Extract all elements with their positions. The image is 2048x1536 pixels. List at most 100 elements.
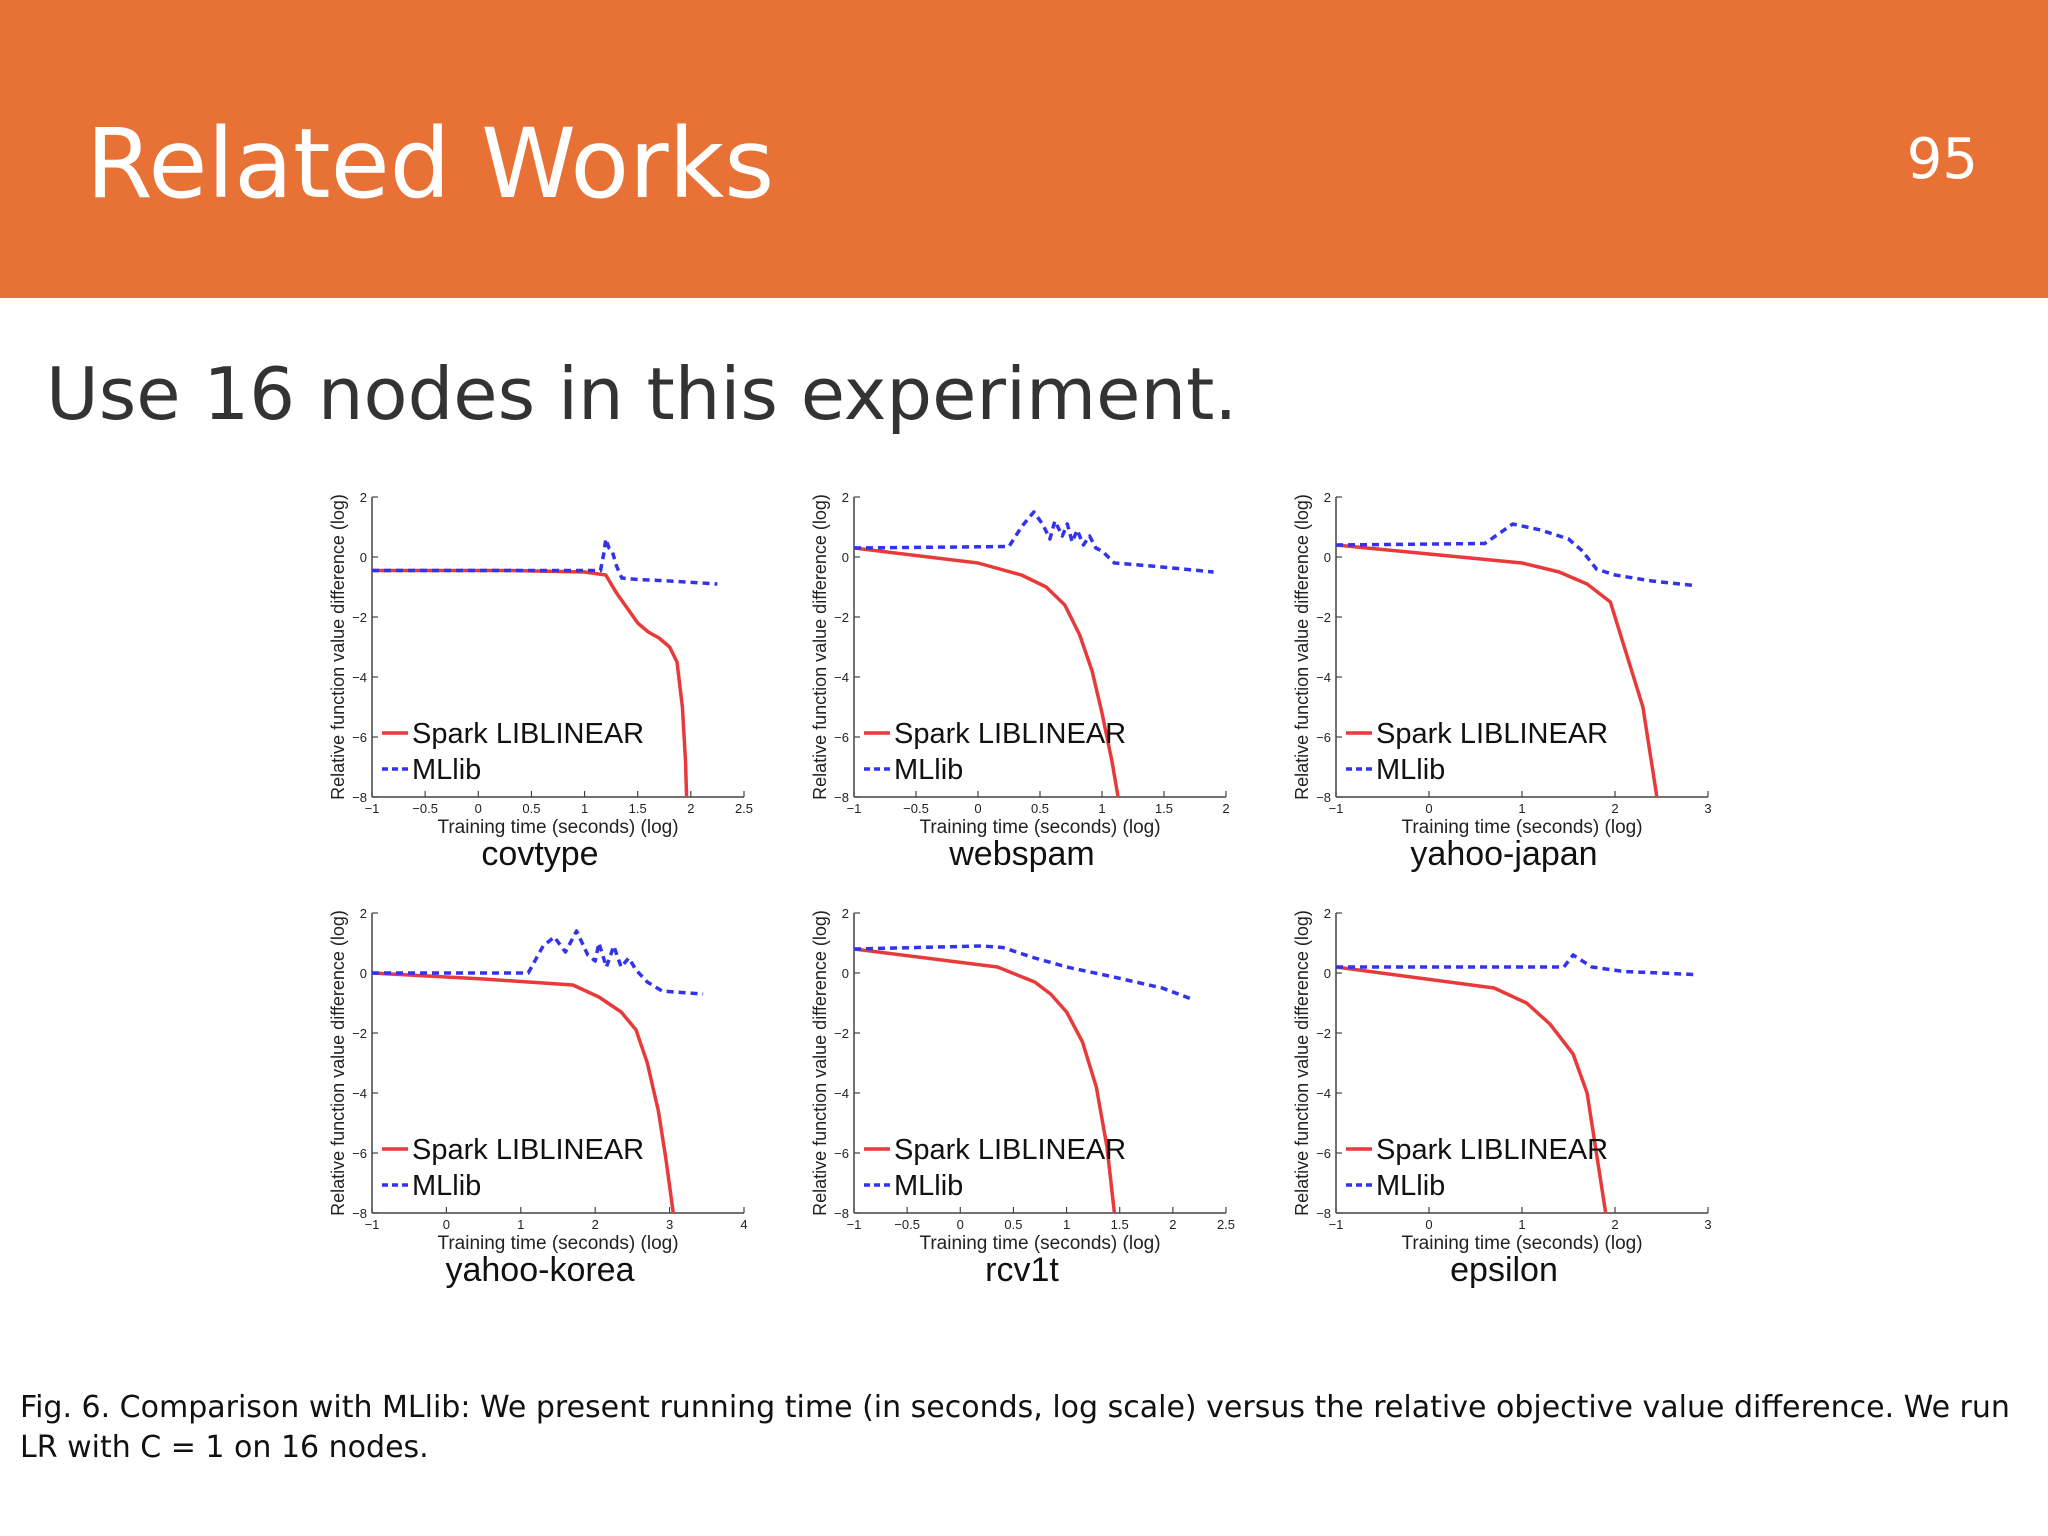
chart-panel-yahoo-korea: −8 −6 −4 −2 0 2 −1 0 1 2 3 4 Training time (seconds)…	[328, 906, 748, 1289]
series-line-mllib	[1336, 953, 1695, 977]
x-tick-label: 0.5	[522, 801, 540, 816]
x-tick-label: 1	[1518, 801, 1525, 816]
legend-entry: Spark LIBLINEAR	[1376, 1134, 1608, 1166]
x-tick-label: 1	[1098, 801, 1105, 816]
y-tick-label: 0	[1324, 966, 1331, 981]
x-tick-label: 3	[1704, 1217, 1711, 1232]
y-axis-label: Relative function value difference (log)	[328, 910, 348, 1216]
legend-entry: Spark LIBLINEAR	[1376, 718, 1608, 750]
y-tick-label: −4	[352, 1086, 367, 1101]
y-tick-label: −8	[1316, 790, 1331, 805]
series-line-spark-liblinear	[854, 947, 1117, 1214]
y-axis-label: Relative function value difference (log)	[1292, 494, 1312, 800]
x-tick-label: 0.5	[1004, 1217, 1022, 1232]
y-tick-label: −6	[1316, 730, 1331, 745]
y-tick-label: 0	[842, 550, 849, 565]
x-tick-label: −0.5	[903, 801, 929, 816]
x-tick-label: −1	[1329, 801, 1344, 816]
x-tick-label: 2	[1611, 1217, 1618, 1232]
y-tick-label: −6	[1316, 1146, 1331, 1161]
dataset-name: covtype	[481, 835, 598, 873]
y-tick-label: −4	[352, 670, 367, 685]
legend-entry: Spark LIBLINEAR	[412, 1134, 644, 1166]
x-tick-label: 1.5	[1155, 801, 1173, 816]
y-axis-label: Relative function value difference (log)	[1292, 910, 1312, 1216]
series-line-mllib	[854, 944, 1195, 1002]
y-tick-label: −8	[352, 790, 367, 805]
dataset-name: yahoo-japan	[1410, 835, 1597, 873]
x-tick-label: −0.5	[412, 801, 438, 816]
y-tick-label: −2	[352, 1026, 367, 1041]
x-axis-label: Training time (seconds) (log)	[1401, 817, 1642, 838]
x-tick-label: 3	[666, 1217, 673, 1232]
series-line-spark-liblinear	[372, 568, 689, 798]
y-tick-label: −2	[1316, 1026, 1331, 1041]
x-tick-label: −1	[847, 801, 862, 816]
dataset-name: webspam	[948, 835, 1095, 873]
legend-entry: MLlib	[412, 754, 481, 786]
y-tick-label: −6	[352, 1146, 367, 1161]
x-tick-label: 0	[443, 1217, 450, 1232]
y-tick-label: −4	[834, 670, 849, 685]
y-tick-label: −6	[834, 1146, 849, 1161]
legend-entry: Spark LIBLINEAR	[894, 1134, 1126, 1166]
x-tick-label: 2.5	[735, 801, 753, 816]
x-tick-label: 2	[592, 1217, 599, 1232]
y-tick-label: 2	[360, 490, 367, 505]
x-tick-label: 0	[1425, 1217, 1432, 1232]
y-tick-label: 2	[1324, 906, 1331, 921]
y-tick-label: −4	[834, 1086, 849, 1101]
x-tick-label: 1	[1063, 1217, 1070, 1232]
y-tick-label: −2	[834, 610, 849, 625]
y-axis-label: Relative function value difference (log)	[328, 494, 348, 800]
x-tick-label: 1.5	[629, 801, 647, 816]
y-tick-label: 2	[842, 490, 849, 505]
x-tick-label: 1	[1518, 1217, 1525, 1232]
x-tick-label: 0	[475, 801, 482, 816]
y-axis-label: Relative function value difference (log)	[810, 910, 830, 1216]
x-tick-label: −1	[365, 801, 380, 816]
dataset-name: yahoo-korea	[445, 1251, 634, 1289]
y-tick-label: −2	[1316, 610, 1331, 625]
y-tick-label: 0	[1324, 550, 1331, 565]
x-tick-label: 0	[957, 1217, 964, 1232]
x-axis-label: Training time (seconds) (log)	[919, 1233, 1160, 1254]
x-tick-label: −1	[847, 1217, 862, 1232]
chart-panel-covtype: −8 −6 −4 −2 0 2 −1 −0.5 0 0.5 1 1.5 2 2.5 Training tim…	[328, 490, 753, 873]
series-line-spark-liblinear	[372, 971, 676, 1214]
x-tick-label: −1	[1329, 1217, 1344, 1232]
y-tick-label: 0	[360, 966, 367, 981]
chart-panel-webspam: −8 −6 −4 −2 0 2 −1 −0.5 0 0.5 1 1.5 2 Training time (…	[810, 490, 1230, 873]
x-tick-label: 0	[1425, 801, 1432, 816]
series-line-mllib	[372, 929, 704, 996]
y-tick-label: 2	[360, 906, 367, 921]
y-tick-label: 2	[1324, 490, 1331, 505]
y-tick-label: −6	[834, 730, 849, 745]
x-tick-label: 1.5	[1111, 1217, 1129, 1232]
x-tick-label: 2	[687, 801, 694, 816]
x-tick-label: −0.5	[894, 1217, 920, 1232]
y-tick-label: −4	[1316, 1086, 1331, 1101]
x-tick-label: 2	[1169, 1217, 1176, 1232]
x-tick-label: 0	[974, 801, 981, 816]
series-line-mllib	[372, 537, 718, 586]
dataset-name: rcv1t	[985, 1251, 1059, 1289]
slide-title: Related Works	[86, 108, 775, 220]
figure-chart-grid: −8 −6 −4 −2 0 2 −1 −0.5 0 0.5 1 1.5 2 2.5 Training tim…	[328, 490, 1712, 1289]
y-tick-label: −6	[352, 730, 367, 745]
legend-entry: MLlib	[894, 754, 963, 786]
y-tick-label: 0	[842, 966, 849, 981]
x-axis-label: Training time (seconds) (log)	[437, 817, 678, 838]
series-line-mllib	[1336, 522, 1695, 588]
slide-header: Related Works 95	[0, 0, 2048, 298]
series-line-spark-liblinear	[854, 546, 1120, 798]
figure-caption: Fig. 6. Comparison with MLlib: We presen…	[20, 1390, 2010, 1465]
series-line-spark-liblinear	[1336, 543, 1659, 798]
x-tick-label: 0.5	[1031, 801, 1049, 816]
x-tick-label: 3	[1704, 801, 1711, 816]
legend-entry: MLlib	[1376, 1170, 1445, 1202]
y-tick-label: −8	[834, 790, 849, 805]
dataset-name: epsilon	[1450, 1251, 1558, 1289]
x-tick-label: 2	[1611, 801, 1618, 816]
x-tick-label: 1	[581, 801, 588, 816]
